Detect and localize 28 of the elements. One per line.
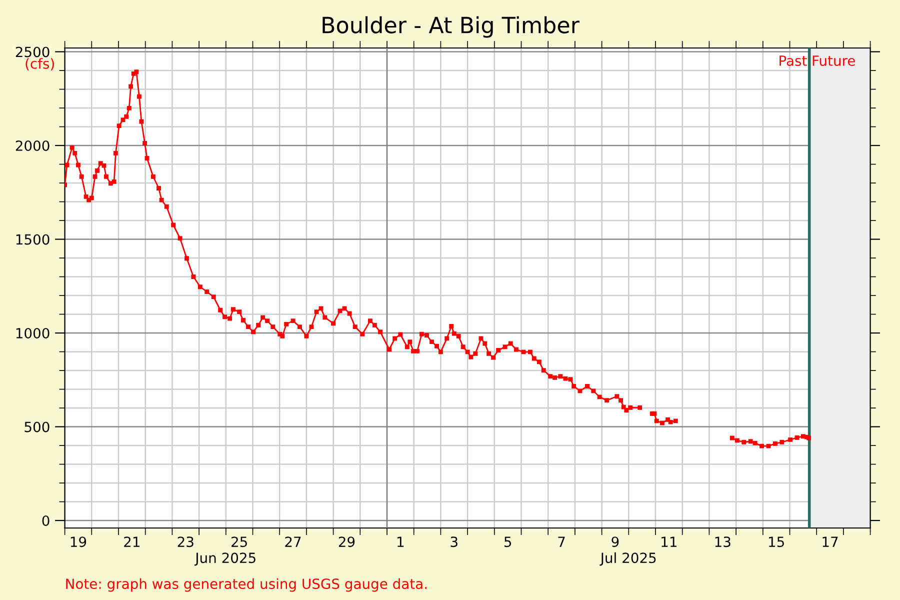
y-tick-label: 2500 [16,46,50,58]
x-tick-label: 27 [285,536,301,547]
x-tick-label: 21 [124,536,140,547]
y-tick-label: 0 [42,515,50,526]
ref-line-label: Past [780,56,807,66]
y-tick-label: 2000 [16,140,50,151]
x-tick-label: 17 [822,536,838,547]
x-tick-label: 29 [338,536,355,548]
y-tick-label: 1500 [16,234,50,245]
x-tick-label: 13 [715,536,730,548]
chart-title: Boulder - At Big Timber [322,16,580,38]
x2-tick-label: Jul 2025 [600,552,656,566]
x-tick-label: 25 [232,536,247,548]
x-tick-label: 15 [769,536,784,548]
x2-tick-label: Jun 2025 [194,552,256,566]
band-label: Future [812,56,855,66]
y-axis-title: (cfs) [26,58,54,70]
x-tick-label: 9 [612,536,619,548]
x-tick-label: 1 [398,536,404,547]
y-tick-label: 1000 [16,328,50,338]
x-tick-label: 7 [558,536,565,547]
x-tick-label: 11 [662,536,676,547]
x-tick-label: 3 [450,536,458,548]
x-tick-label: 23 [178,536,194,548]
x-tick-label: 19 [70,536,86,548]
x-tick-label: 5 [504,536,512,548]
text: Note: graph was generated using USGS gauge data. [66,578,427,592]
y-tick-label: 500 [24,422,50,432]
